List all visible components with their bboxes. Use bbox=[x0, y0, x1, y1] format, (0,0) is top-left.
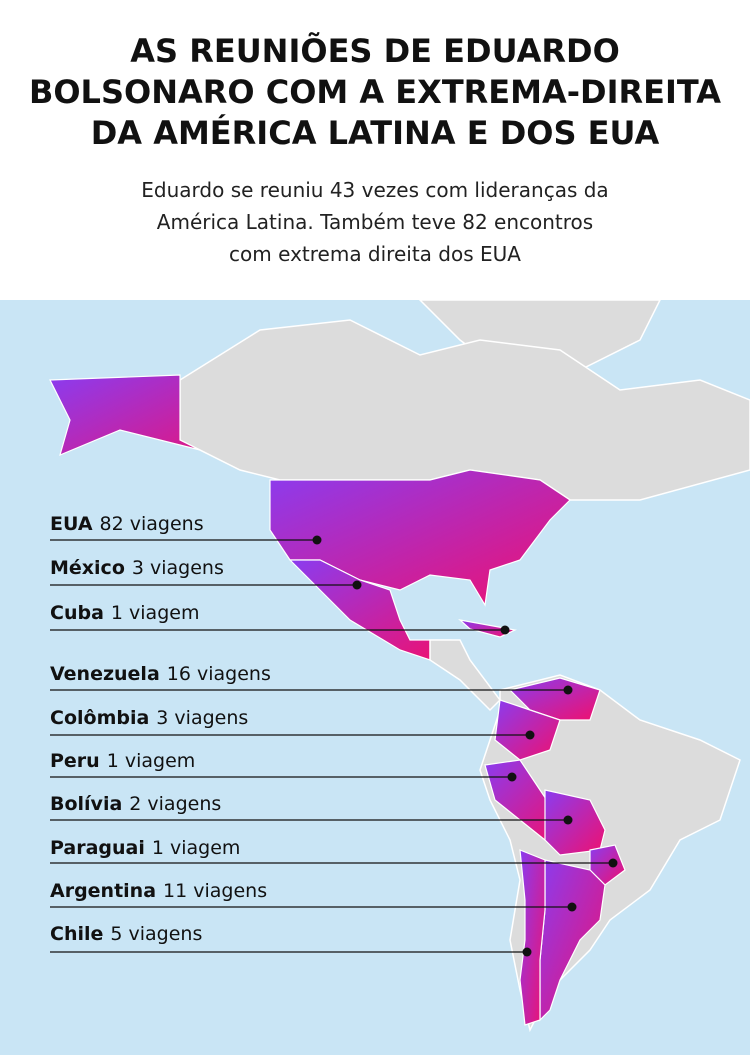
trip-count: 2 viagens bbox=[129, 793, 221, 815]
cuba bbox=[458, 619, 517, 638]
country-label: México 3 viagens bbox=[50, 557, 224, 579]
alaska bbox=[49, 374, 241, 471]
country-label: Peru 1 viagem bbox=[50, 750, 195, 772]
country-label: Colômbia 3 viagens bbox=[50, 707, 248, 729]
trip-count: 5 viagens bbox=[110, 923, 202, 945]
marker-dot bbox=[525, 730, 535, 740]
country-name: EUA bbox=[50, 513, 93, 535]
country-name: Argentina bbox=[50, 880, 156, 902]
trip-count: 1 viagem bbox=[152, 837, 241, 859]
country-name: Bolívia bbox=[50, 793, 122, 815]
country-label: Bolívia 2 viagens bbox=[50, 793, 221, 815]
marker-dot bbox=[563, 815, 573, 825]
marker-dot bbox=[522, 947, 532, 957]
marker-dot bbox=[352, 580, 362, 590]
central-america bbox=[429, 639, 501, 712]
subtitle-line: Eduardo se reuniu 43 vezes com liderança… bbox=[141, 178, 608, 202]
title-line: DA AMÉRICA LATINA E DOS EUA bbox=[91, 114, 660, 152]
marker-dot bbox=[567, 902, 577, 912]
trip-count: 1 viagem bbox=[107, 750, 196, 772]
title-line: AS REUNIÕES DE EDUARDO bbox=[130, 31, 620, 70]
country-name: Chile bbox=[50, 923, 103, 945]
country-label: Argentina 11 viagens bbox=[50, 880, 267, 902]
marker-dot bbox=[608, 858, 618, 868]
trip-count: 11 viagens bbox=[163, 880, 267, 902]
country-label: Paraguai 1 viagem bbox=[50, 837, 240, 859]
marker-dot bbox=[507, 772, 517, 782]
country-name: México bbox=[50, 557, 125, 579]
colombia bbox=[494, 699, 561, 761]
subtitle-line: América Latina. Também teve 82 encontros bbox=[157, 210, 593, 234]
country-label: EUA 82 viagens bbox=[50, 513, 204, 535]
country-label: Chile 5 viagens bbox=[50, 923, 202, 945]
marker-dot bbox=[563, 685, 573, 695]
country-name: Venezuela bbox=[50, 663, 160, 685]
subtitle-line: com extrema direita dos EUA bbox=[229, 242, 521, 266]
title-line: BOLSONARO COM A EXTREMA-DIREITA bbox=[29, 73, 721, 111]
country-label: Cuba 1 viagem bbox=[50, 602, 199, 624]
trip-count: 82 viagens bbox=[100, 513, 204, 535]
paraguay bbox=[589, 844, 626, 886]
trip-count: 3 viagens bbox=[156, 707, 248, 729]
chile bbox=[519, 849, 546, 1026]
country-name: Colômbia bbox=[50, 707, 149, 729]
trip-count: 16 viagens bbox=[167, 663, 271, 685]
marker-dot bbox=[312, 535, 322, 545]
country-label: Venezuela 16 viagens bbox=[50, 663, 271, 685]
header-bg bbox=[0, 0, 750, 300]
marker-dot bbox=[500, 625, 510, 635]
trip-count: 3 viagens bbox=[132, 557, 224, 579]
country-name: Paraguai bbox=[50, 837, 145, 859]
country-name: Peru bbox=[50, 750, 100, 772]
map bbox=[49, 299, 750, 1033]
trip-count: 1 viagem bbox=[111, 602, 200, 624]
country-name: Cuba bbox=[50, 602, 104, 624]
